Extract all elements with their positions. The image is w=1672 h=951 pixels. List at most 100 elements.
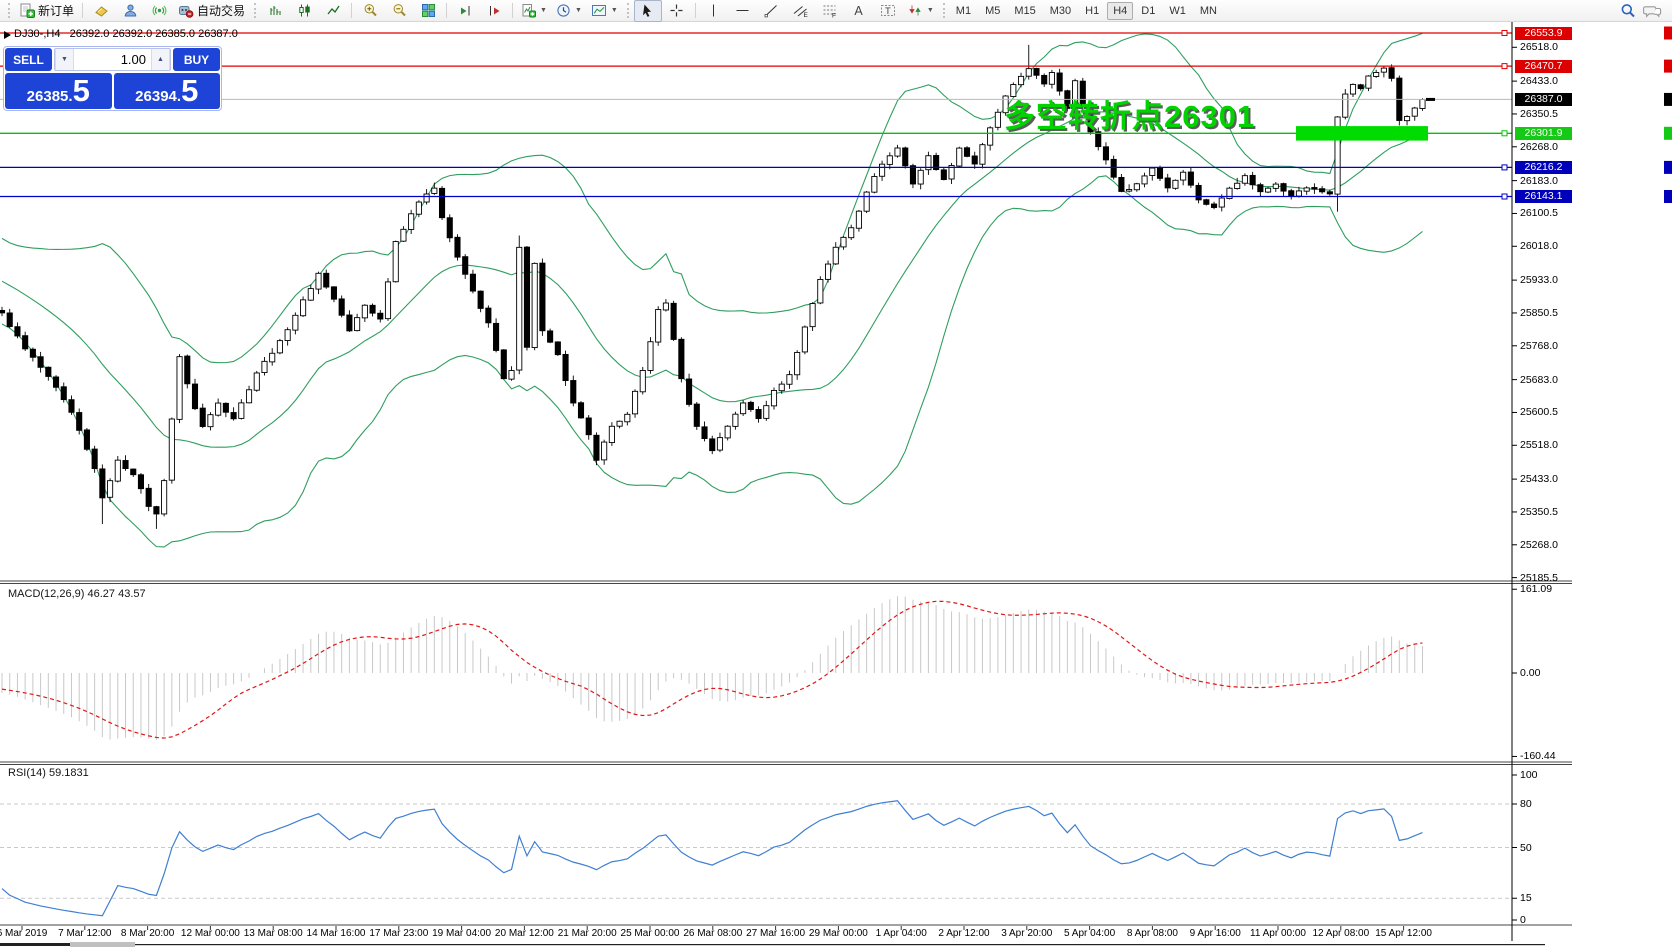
- bar-chart-button[interactable]: [261, 0, 289, 22]
- svg-text:E: E: [803, 12, 808, 18]
- current-price-marker: [1426, 97, 1435, 101]
- chevron-down-icon: ▼: [574, 7, 582, 14]
- timeframe-button-H4[interactable]: H4: [1107, 1, 1134, 20]
- line-handle[interactable]: [1501, 63, 1508, 70]
- chart-canvas[interactable]: [0, 22, 1672, 951]
- fibonacci-button[interactable]: F: [816, 0, 844, 22]
- macd-histogram: [1, 596, 1423, 740]
- text-button[interactable]: A: [845, 0, 873, 22]
- community-icon: [124, 4, 136, 17]
- timeframe-button-M5[interactable]: M5: [985, 4, 1001, 17]
- edge-price-mark: [1664, 126, 1672, 140]
- toolbar-grip: [942, 3, 945, 18]
- timeframe-button-H1[interactable]: H1: [1085, 4, 1100, 17]
- line-handle[interactable]: [1501, 130, 1508, 137]
- trendline-icon: [764, 5, 778, 18]
- timeframe-button-W1[interactable]: W1: [1169, 4, 1186, 17]
- tile-windows-button[interactable]: [414, 0, 442, 22]
- metaeditor-icon: [94, 6, 108, 17]
- line-chart-button[interactable]: [319, 0, 347, 22]
- chevron-down-icon: ▼: [540, 7, 547, 14]
- indicators-icon: [522, 4, 537, 18]
- svg-text:F: F: [832, 13, 836, 19]
- sell-button[interactable]: SELL: [5, 48, 52, 71]
- autotrading-button[interactable]: 自动交易: [174, 0, 249, 22]
- timeframe-button-D1[interactable]: D1: [1141, 4, 1156, 17]
- volume-increase-button[interactable]: ▲: [151, 49, 170, 70]
- separator: [694, 3, 696, 18]
- support-zone-box[interactable]: [1296, 126, 1428, 141]
- vertical-line-button[interactable]: [700, 0, 728, 22]
- chart-shift-button[interactable]: [480, 0, 508, 22]
- window-bottom-border: [135, 944, 1545, 946]
- separator: [512, 3, 514, 18]
- cursor-icon: [643, 4, 652, 17]
- line-handle[interactable]: [1501, 30, 1508, 36]
- channel-button[interactable]: E: [787, 0, 815, 22]
- scrollbar-track[interactable]: [0, 943, 70, 946]
- text-label-icon: T: [880, 5, 895, 17]
- edge-price-mark: [1664, 189, 1672, 203]
- channel-icon: E: [793, 6, 808, 18]
- toolbar: 新订单: [0, 0, 1672, 22]
- volume-input[interactable]: [74, 49, 151, 70]
- tile-windows-icon: [421, 4, 435, 17]
- svg-text:T: T: [885, 6, 891, 17]
- toolbar-grip: [254, 3, 257, 18]
- bollinger-lower: [1, 175, 1423, 548]
- trendline-button[interactable]: [758, 0, 786, 22]
- buy-price: 26394.: [135, 88, 182, 105]
- zoom-out-button[interactable]: [385, 0, 413, 22]
- text-label-button[interactable]: T: [874, 0, 902, 22]
- search-icon[interactable]: [1620, 3, 1636, 19]
- bar-chart-icon: [270, 6, 281, 15]
- cursor-button[interactable]: [633, 0, 662, 22]
- edge-price-mark: [1664, 92, 1672, 106]
- candlestick-chart-button[interactable]: [290, 0, 318, 22]
- horizontal-line-button[interactable]: [729, 0, 757, 22]
- edge-price-mark: [1664, 160, 1672, 174]
- autotrading-label: 自动交易: [197, 4, 246, 18]
- new-order-button[interactable]: 新订单: [15, 0, 78, 22]
- arrows-icon: [909, 5, 921, 16]
- line-handle[interactable]: [1501, 193, 1508, 200]
- volume-decrease-button[interactable]: ▼: [55, 49, 74, 70]
- zoom-out-icon: [393, 4, 406, 17]
- metaeditor-button[interactable]: [87, 0, 115, 22]
- periods-clock-icon: [557, 4, 570, 17]
- line-handle[interactable]: [1501, 164, 1508, 171]
- periods-button[interactable]: ▼: [552, 0, 586, 22]
- templates-button[interactable]: ▼: [587, 0, 622, 22]
- signals-button[interactable]: [145, 0, 173, 22]
- edge-price-mark: [1664, 26, 1672, 40]
- rsi-line: [1, 800, 1423, 917]
- timeframe-button-M1[interactable]: M1: [955, 4, 972, 17]
- timeframe-group: M1 M5 M15 M30 H1 H4 D1 W1 MN: [950, 1, 1223, 20]
- bollinger-upper: [1, 32, 1423, 364]
- new-order-label: 新订单: [38, 4, 75, 18]
- sell-price-box[interactable]: 26385. 5: [5, 73, 112, 109]
- separator: [351, 3, 353, 18]
- toolbar-grip: [8, 3, 10, 18]
- buy-button[interactable]: BUY: [173, 48, 220, 71]
- one-click-trade-panel: SELL ▼ ▲ BUY 26385.5 26394.5: [3, 46, 222, 111]
- scrollbar-thumb[interactable]: [70, 942, 135, 947]
- crosshair-button[interactable]: [663, 0, 691, 22]
- zoom-in-button[interactable]: [356, 0, 384, 22]
- community-button[interactable]: [116, 0, 144, 22]
- timeframe-button-MN[interactable]: MN: [1199, 4, 1217, 17]
- auto-scroll-button[interactable]: [451, 0, 479, 22]
- signals-icon: [152, 5, 166, 16]
- new-order-icon: [20, 3, 35, 18]
- indicators-button[interactable]: ▼: [517, 0, 551, 22]
- chat-icon[interactable]: [1642, 3, 1662, 19]
- arrows-button[interactable]: ▼: [903, 0, 938, 22]
- chart-shift-icon: [489, 6, 500, 16]
- toolbar-grip: [626, 3, 629, 18]
- timeframe-button-M30[interactable]: M30: [1049, 4, 1072, 17]
- timeframe-button-M15[interactable]: M15: [1014, 4, 1036, 17]
- buy-price-box[interactable]: 26394. 5: [113, 73, 220, 109]
- chevron-down-icon: ▼: [610, 7, 618, 14]
- zoom-in-icon: [364, 4, 377, 17]
